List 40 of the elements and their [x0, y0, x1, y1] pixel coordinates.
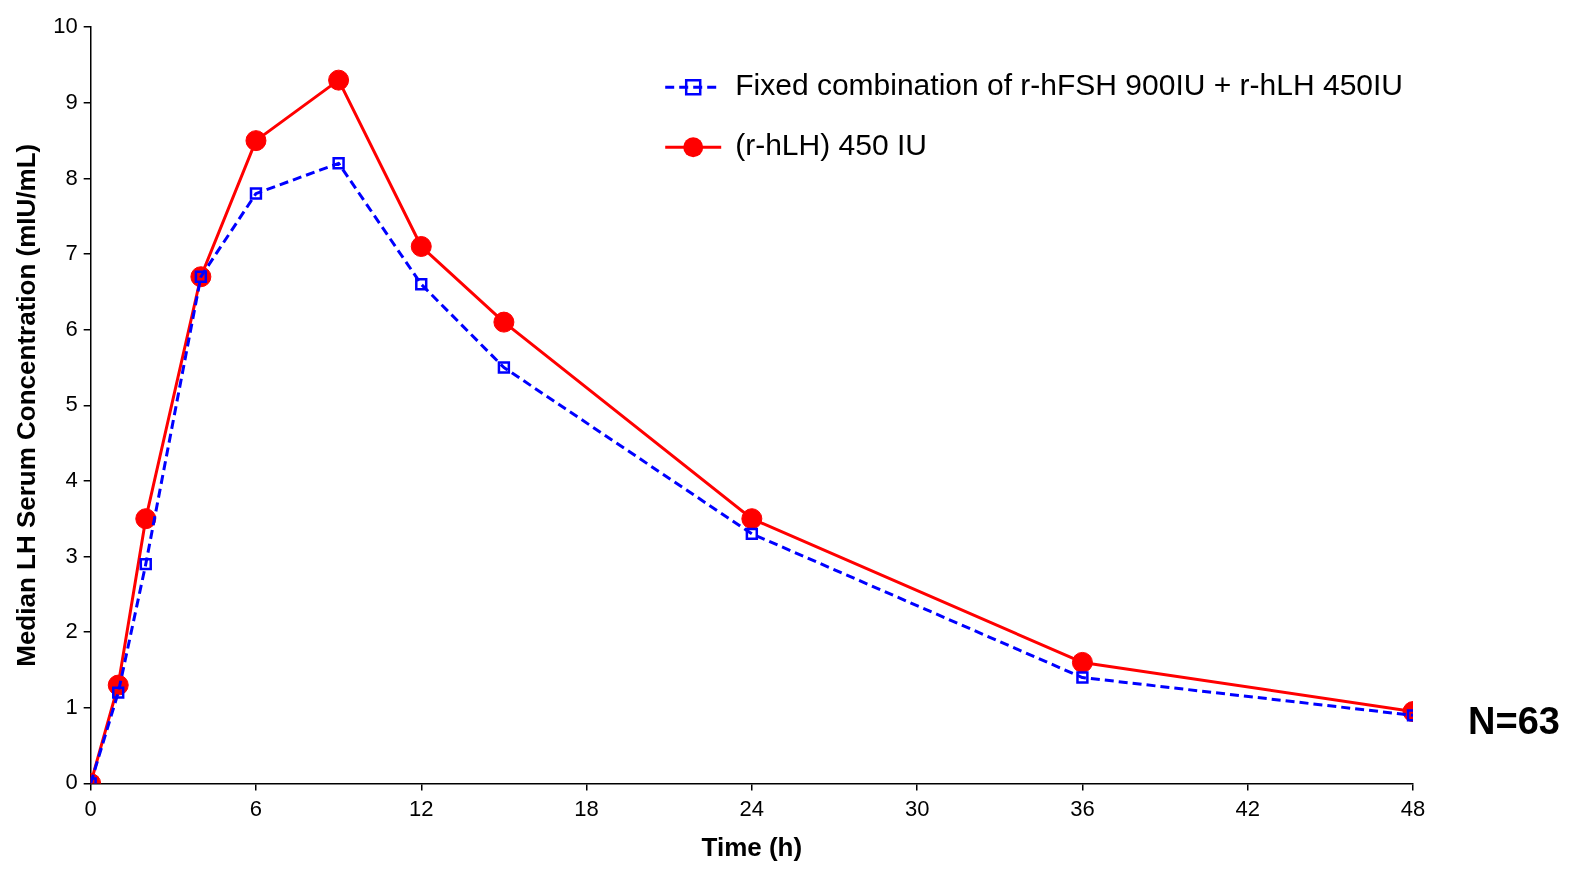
point — [112, 686, 125, 699]
x-tick-label: 0 — [84, 795, 97, 821]
point — [1071, 651, 1093, 673]
x-tick-label: 6 — [249, 795, 263, 821]
y-tick-label: 9 — [65, 88, 78, 114]
point — [139, 557, 152, 571]
x-tick-label: 48 — [1400, 795, 1426, 821]
x-tick-label: 12 — [409, 795, 434, 821]
point — [328, 69, 350, 91]
point — [135, 508, 157, 530]
point — [1076, 671, 1089, 684]
point — [249, 187, 263, 200]
y-tick-label: 8 — [65, 164, 78, 190]
y-tick-label: 0 — [65, 769, 78, 795]
legend-label: Fixed combination of r-hFSH 900IU + r-hLH 450IU — [735, 68, 1403, 102]
point — [332, 157, 345, 170]
y-tick-label: 4 — [65, 466, 78, 492]
y-tick-label: 10 — [53, 13, 78, 39]
point — [493, 311, 515, 333]
point — [497, 361, 511, 374]
point — [415, 278, 428, 291]
point — [410, 236, 432, 257]
x-tick-label: 36 — [1070, 795, 1095, 821]
point — [741, 508, 763, 530]
x-tick-label: 42 — [1235, 795, 1260, 821]
y-tick-label: 2 — [65, 618, 78, 644]
y-tick-label: 6 — [65, 315, 78, 341]
y-tick-label: 7 — [65, 240, 78, 266]
legend-label: (r-hLH) 450 IU — [735, 128, 927, 162]
text: N=63 — [1468, 699, 1560, 742]
y-axis-title: Median LH Serum Concentration (mIU/mL) — [10, 143, 41, 667]
y-tick-label: 3 — [65, 542, 78, 568]
x-tick-label: 30 — [904, 795, 930, 821]
y-tick-label: 5 — [65, 391, 78, 417]
x-tick-label: 24 — [739, 795, 765, 821]
x-axis-title: Time (h) — [701, 831, 803, 862]
point — [245, 130, 267, 152]
x-tick-label: 18 — [574, 795, 599, 821]
point — [745, 527, 759, 541]
y-tick-label: 1 — [65, 693, 78, 719]
